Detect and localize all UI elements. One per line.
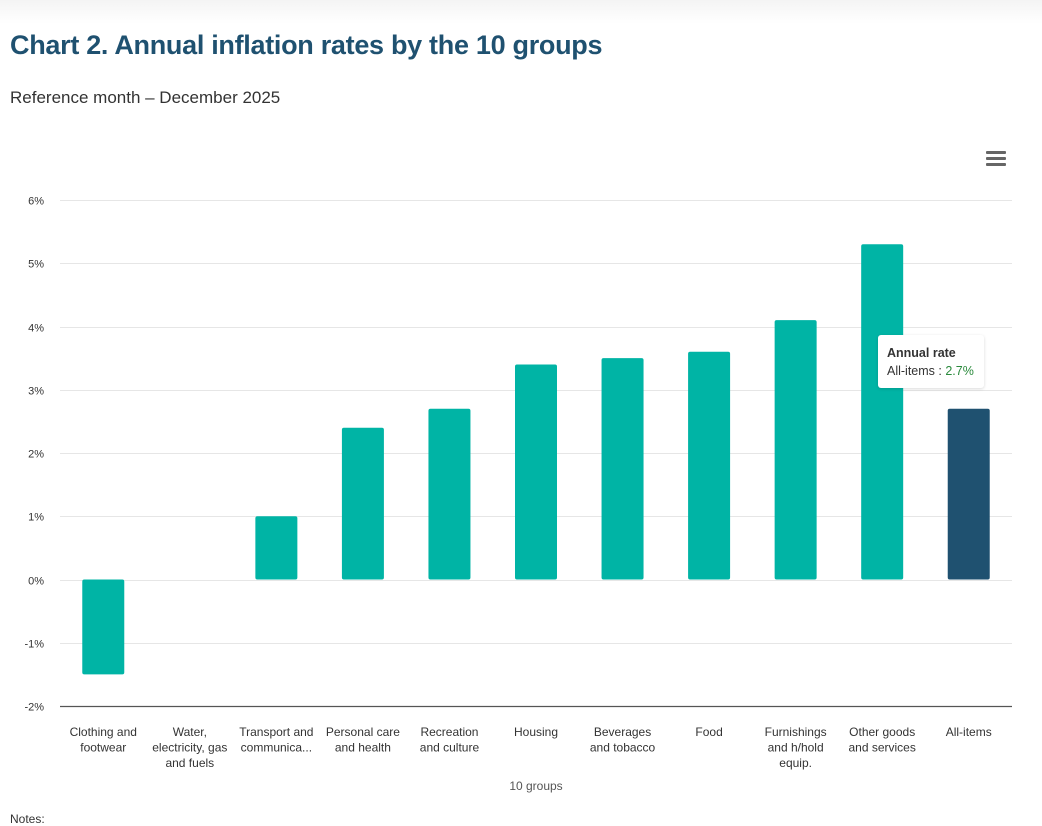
bar[interactable] <box>255 516 298 580</box>
x-category-label: Food <box>695 725 722 739</box>
top-shade <box>0 0 1042 24</box>
y-tick-label: 1% <box>28 512 44 524</box>
y-tick-label: -1% <box>24 639 44 651</box>
x-category-label: Beverages and tobacco <box>590 725 656 755</box>
tooltip-series-label: All-items <box>887 364 935 378</box>
chart-subtitle: Reference month – December 2025 <box>10 88 281 107</box>
hamburger-menu-icon-bar <box>986 150 1006 154</box>
bar[interactable] <box>515 364 557 580</box>
chart-menu-button[interactable] <box>984 147 1008 169</box>
y-tick-label: 0% <box>28 576 44 588</box>
x-category-label: Personal care and health <box>326 725 400 755</box>
x-category-label: Recreation and culture <box>420 725 480 755</box>
x-axis-title: 10 groups <box>509 779 562 793</box>
bar[interactable] <box>341 427 384 580</box>
x-category-label: All-items <box>946 725 992 739</box>
tooltip-title: Annual rate <box>887 346 956 360</box>
bars <box>82 244 990 675</box>
y-tick-label: 5% <box>28 259 44 271</box>
x-category-label: Other goods and services <box>848 725 915 755</box>
tooltip: Annual rate All-items : 2.7% <box>878 335 984 388</box>
y-tick-label: 2% <box>28 449 44 461</box>
bar[interactable] <box>428 408 471 580</box>
x-category-label: Water, electricity, gas and fuels <box>152 725 227 770</box>
y-tick-label: 4% <box>28 323 44 335</box>
tooltip-body: All-items : 2.7% <box>887 364 974 378</box>
x-category-label: Clothing and footwear <box>70 725 137 755</box>
x-axis-category-labels: Clothing and footwear Water, electricity, g… <box>70 725 992 770</box>
tooltip-value: 2.7% <box>945 364 974 378</box>
bar[interactable] <box>861 244 904 580</box>
hamburger-menu-icon-bar <box>986 156 1006 160</box>
y-tick-label: -2% <box>24 702 44 714</box>
bar[interactable] <box>774 320 817 580</box>
x-category-label: Transport and communica... <box>239 725 313 755</box>
chart-title: Chart 2. Annual inflation rates by the 1… <box>10 30 603 60</box>
bar[interactable] <box>601 358 644 580</box>
bar[interactable] <box>947 408 990 580</box>
bar[interactable] <box>688 351 731 580</box>
y-tick-label: 6% <box>28 196 44 208</box>
x-category-label: Housing <box>514 725 558 739</box>
notes-label: Notes: <box>10 812 45 826</box>
tooltip-separator: : <box>934 364 946 378</box>
x-category-label: Furnishings and h/hold equip. <box>765 725 827 770</box>
hamburger-menu-icon-bar <box>986 162 1006 166</box>
y-axis-ticks: -2% -1% 0% 1% 2% 3% 4% 5% 6% <box>24 196 44 714</box>
y-tick-label: 3% <box>28 386 44 398</box>
bar[interactable] <box>82 579 125 675</box>
